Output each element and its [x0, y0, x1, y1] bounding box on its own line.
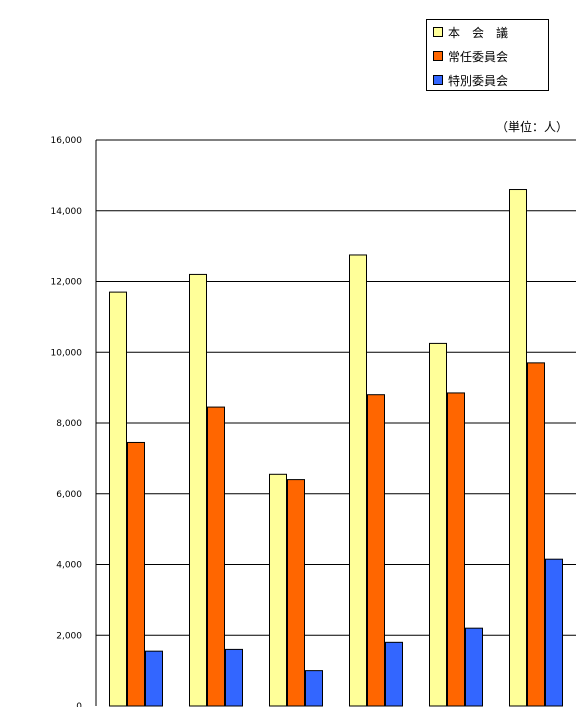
y-tick-label: 8,000	[56, 419, 82, 429]
bar-series-2	[465, 627, 483, 707]
bar-series-2	[225, 648, 243, 707]
legend-item-standing: 常任委員会	[433, 47, 508, 65]
bar-series-1	[447, 392, 465, 707]
bar-series-2	[385, 641, 403, 707]
bar-series-1	[527, 362, 545, 707]
bar-series-1	[367, 394, 385, 707]
chart-legend: 本 会 議 常任委員会 特別委員会	[426, 19, 549, 91]
y-tick-label: 4,000	[56, 561, 82, 571]
bar-series-2	[145, 650, 163, 707]
legend-swatch-special	[433, 75, 443, 85]
bar-series-1	[127, 441, 145, 707]
unit-label: （単位：人）	[495, 120, 568, 134]
bar-series-1	[207, 406, 225, 707]
bar-series-2	[545, 558, 563, 707]
bar-series-0	[429, 342, 447, 707]
legend-label-plenary: 本 会 議	[448, 25, 509, 40]
y-tick-label: 10,000	[51, 348, 83, 358]
bar-series-1	[287, 479, 305, 707]
legend-swatch-standing	[433, 51, 443, 61]
bar-series-0	[349, 254, 367, 707]
bar-series-0	[509, 189, 527, 707]
y-tick-label: 16,000	[51, 136, 83, 146]
bar-series-0	[269, 473, 287, 707]
legend-label-standing: 常任委員会	[448, 49, 509, 64]
legend-item-special: 特別委員会	[433, 71, 508, 89]
legend-label-special: 特別委員会	[448, 73, 509, 88]
y-tick-label: 2,000	[56, 631, 82, 641]
y-tick-label: 6,000	[56, 490, 82, 500]
bar-series-0	[189, 273, 207, 707]
bar-series-0	[109, 291, 127, 707]
y-tick-label: 0	[76, 702, 82, 707]
y-tick-label: 12,000	[51, 278, 83, 288]
bar-series-2	[305, 670, 323, 707]
legend-item-plenary: 本 会 議	[433, 23, 508, 41]
y-tick-label: 14,000	[51, 207, 83, 217]
legend-swatch-plenary	[433, 27, 443, 37]
